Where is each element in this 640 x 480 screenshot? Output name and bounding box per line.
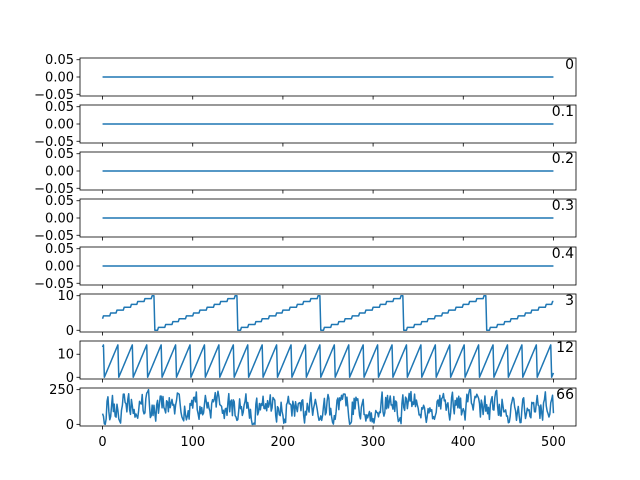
x-tick-label: 300 [361, 435, 386, 450]
y-tick-label: 0.00 [45, 260, 74, 275]
y-tick-label: −0.05 [34, 135, 74, 150]
y-tick-label: 10 [57, 289, 74, 304]
y-tick-label: 0.05 [45, 100, 74, 115]
x-tick-label: 100 [180, 435, 205, 450]
y-tick-label: 0.05 [45, 53, 74, 68]
subplot-title: 0.2 [552, 151, 574, 167]
y-tick-label: −0.05 [34, 88, 74, 103]
y-tick-label: −0.05 [34, 229, 74, 244]
subplot-0: −0.05 0.00 0.05 0 [34, 53, 577, 103]
y-tick-label: 0 [66, 371, 74, 386]
subplot-1: −0.05 0.00 0.05 0.1 [34, 100, 577, 150]
subplot-title: 66 [556, 387, 574, 403]
series-line [101, 388, 555, 426]
series-line [101, 294, 554, 332]
subplot-title: 12 [556, 340, 574, 356]
subplot-5: 0 10 3 [57, 289, 577, 339]
subplot-title: 0 [565, 57, 574, 73]
y-tick-label: 0.00 [45, 212, 74, 227]
x-tick-label: 500 [541, 435, 566, 450]
subplot-title: 0.1 [552, 104, 574, 120]
subplot-7: 0 250 66 [49, 383, 577, 433]
subplot-title: 3 [565, 293, 574, 309]
y-tick-label: 250 [49, 383, 74, 398]
y-tick-label: 0 [66, 324, 74, 339]
series-line [101, 344, 555, 379]
subplot-6: 0 10 12 [57, 340, 577, 386]
subplot-frame [79, 293, 577, 333]
y-tick-label: 0 [66, 418, 74, 433]
subplot-4: −0.05 0.00 0.05 0.4 [34, 242, 577, 292]
subplot-3: −0.05 0.00 0.05 0.3 [34, 194, 577, 244]
subplot-frame [79, 340, 577, 380]
y-tick-label: −0.05 [34, 182, 74, 197]
y-tick-label: 0.00 [45, 71, 74, 86]
subplot-2: −0.05 0.00 0.05 0.2 [34, 147, 577, 197]
subplot-frame [79, 387, 577, 427]
y-tick-label: 0.05 [45, 242, 74, 257]
x-tick-label: 400 [451, 435, 476, 450]
subplot-title: 0.4 [552, 246, 574, 262]
y-tick-label: 0.05 [45, 147, 74, 162]
y-tick-label: 0.00 [45, 118, 74, 133]
y-tick-label: 0.00 [45, 165, 74, 180]
y-tick-label: −0.05 [34, 277, 74, 292]
x-tick-label: 200 [270, 435, 295, 450]
subplot-title: 0.3 [552, 198, 574, 214]
y-tick-label: 0.05 [45, 194, 74, 209]
y-tick-label: 10 [57, 348, 74, 363]
x-tick-label: 0 [98, 435, 106, 450]
